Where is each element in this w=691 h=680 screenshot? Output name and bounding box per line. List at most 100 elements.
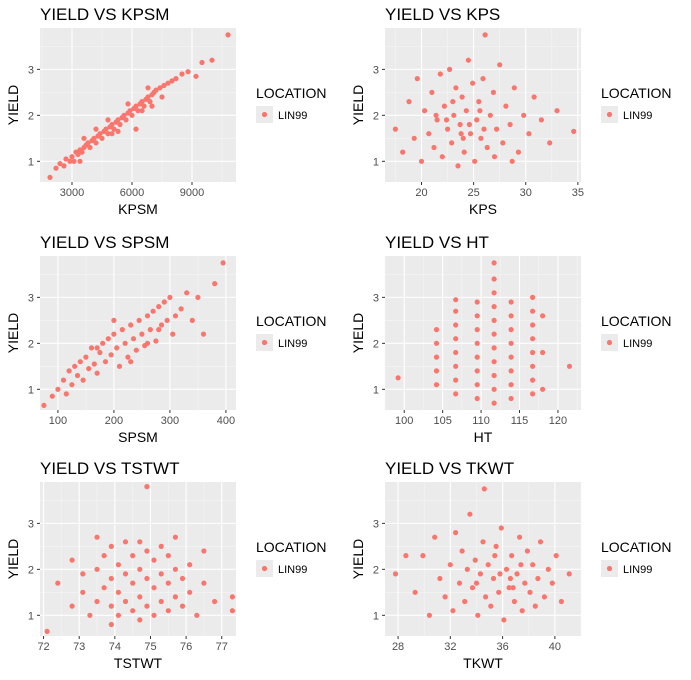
data-point <box>433 354 440 360</box>
data-point <box>87 612 93 618</box>
data-point <box>459 94 465 100</box>
legend-entry: LIN99 <box>278 564 307 576</box>
data-point <box>55 580 61 586</box>
data-point <box>474 354 480 360</box>
data-point <box>433 327 440 333</box>
data-point <box>179 71 185 77</box>
data-point <box>439 154 445 160</box>
data-point <box>94 345 100 351</box>
data-point <box>447 562 453 568</box>
data-point <box>549 580 555 586</box>
data-point <box>538 117 544 123</box>
chart-tkwt: YIELD VS TKWT 28 32 36 40 1 2 3 TKWT YIELD LOCATIO… <box>350 459 672 671</box>
data-point <box>429 89 435 95</box>
data-point <box>91 361 97 367</box>
legend-key-point <box>261 111 268 118</box>
data-point <box>63 156 69 162</box>
panel-spsm: YIELD VS SPSM 100 200 300 400 1 2 3 SPSM YIELD LOC… <box>0 228 345 454</box>
data-point <box>63 391 69 397</box>
data-point <box>153 87 159 93</box>
data-point <box>530 294 536 300</box>
x-axis-label: KPSM <box>118 201 158 217</box>
data-point <box>128 359 134 365</box>
data-point <box>453 530 459 536</box>
data-point <box>151 612 157 618</box>
data-point <box>87 144 93 151</box>
chart-title: YIELD VS KPSM <box>40 5 169 24</box>
data-point <box>94 566 100 572</box>
data-point <box>414 76 420 82</box>
data-point <box>508 327 514 333</box>
data-point <box>531 94 537 100</box>
data-point <box>91 135 97 141</box>
data-point <box>71 158 77 164</box>
legend-entry: LIN99 <box>623 110 652 122</box>
y-tick-label: 3 <box>373 64 379 76</box>
data-point <box>507 121 513 128</box>
data-point <box>122 539 129 545</box>
data-point <box>133 347 139 353</box>
chart-title: YIELD VS TKWT <box>385 459 514 478</box>
data-point <box>144 575 150 582</box>
data-point <box>530 336 536 342</box>
data-point <box>434 117 440 123</box>
data-point <box>464 566 470 572</box>
data-point <box>86 366 92 372</box>
data-point <box>453 297 459 303</box>
legend-title: LOCATION <box>601 313 672 329</box>
data-point <box>128 322 134 328</box>
data-point <box>441 103 447 109</box>
data-point <box>395 375 401 381</box>
chart-title: YIELD VS HT <box>385 233 489 252</box>
data-point <box>109 121 115 128</box>
data-point <box>453 322 459 328</box>
chart-title: YIELD VS KPS <box>385 5 500 24</box>
data-point <box>500 140 506 146</box>
data-point <box>53 165 59 171</box>
data-point <box>491 359 497 365</box>
data-point <box>458 131 464 137</box>
data-point <box>406 99 412 105</box>
data-point <box>153 338 159 344</box>
x-tick-label: 9000 <box>180 187 204 199</box>
data-point <box>491 154 498 160</box>
y-tick-label: 2 <box>28 564 34 576</box>
legend-title: LOCATION <box>256 313 327 329</box>
data-point <box>508 313 514 319</box>
data-point <box>426 131 432 137</box>
data-point <box>187 589 193 595</box>
data-point <box>66 368 72 374</box>
data-point <box>527 589 533 595</box>
x-tick-label: 77 <box>216 641 228 653</box>
y-axis-label: YIELD <box>350 313 366 353</box>
data-point <box>144 603 150 609</box>
data-point <box>165 608 171 614</box>
y-axis-label: YIELD <box>5 313 21 353</box>
data-point <box>108 603 114 609</box>
data-point <box>80 589 86 595</box>
x-tick-label: 105 <box>433 415 451 427</box>
data-point <box>172 594 178 600</box>
data-point <box>510 585 516 591</box>
data-point <box>164 317 170 323</box>
legend-title: LOCATION <box>256 85 327 101</box>
data-point <box>392 126 398 132</box>
data-point <box>77 158 83 164</box>
data-point <box>97 349 103 356</box>
data-point <box>88 345 95 351</box>
data-point <box>200 331 207 337</box>
data-point <box>474 368 480 374</box>
data-point <box>139 108 145 114</box>
data-point <box>554 108 560 114</box>
data-point <box>508 368 514 374</box>
data-point <box>103 126 109 132</box>
data-point <box>130 608 136 614</box>
data-point <box>169 78 175 84</box>
data-point <box>453 391 459 397</box>
data-point <box>201 548 207 554</box>
data-point <box>147 99 153 105</box>
data-point <box>483 594 489 600</box>
data-point <box>476 99 482 105</box>
data-point <box>535 575 541 582</box>
